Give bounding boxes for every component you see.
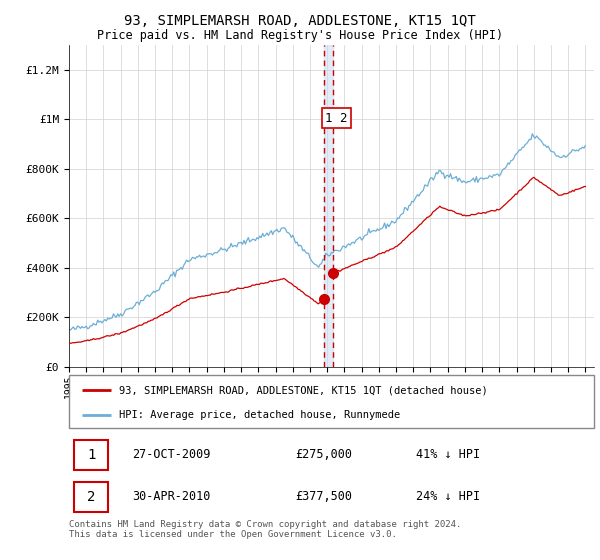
FancyBboxPatch shape — [69, 375, 594, 428]
Text: 93, SIMPLEMARSH ROAD, ADDLESTONE, KT15 1QT (detached house): 93, SIMPLEMARSH ROAD, ADDLESTONE, KT15 1… — [119, 385, 488, 395]
Text: Price paid vs. HM Land Registry's House Price Index (HPI): Price paid vs. HM Land Registry's House … — [97, 29, 503, 42]
Text: 41% ↓ HPI: 41% ↓ HPI — [415, 449, 479, 461]
FancyBboxPatch shape — [74, 482, 109, 512]
Text: 1 2: 1 2 — [325, 111, 347, 124]
Text: 24% ↓ HPI: 24% ↓ HPI — [415, 491, 479, 503]
Text: 2: 2 — [88, 490, 96, 504]
Text: 93, SIMPLEMARSH ROAD, ADDLESTONE, KT15 1QT: 93, SIMPLEMARSH ROAD, ADDLESTONE, KT15 1… — [124, 14, 476, 28]
Text: 1: 1 — [88, 448, 96, 462]
Text: Contains HM Land Registry data © Crown copyright and database right 2024.
This d: Contains HM Land Registry data © Crown c… — [69, 520, 461, 539]
Text: 27-OCT-2009: 27-OCT-2009 — [132, 449, 211, 461]
Text: £377,500: £377,500 — [295, 491, 352, 503]
FancyBboxPatch shape — [74, 440, 109, 469]
Text: HPI: Average price, detached house, Runnymede: HPI: Average price, detached house, Runn… — [119, 410, 400, 420]
Bar — [324, 45, 333, 367]
Text: £275,000: £275,000 — [295, 449, 352, 461]
Text: 30-APR-2010: 30-APR-2010 — [132, 491, 211, 503]
